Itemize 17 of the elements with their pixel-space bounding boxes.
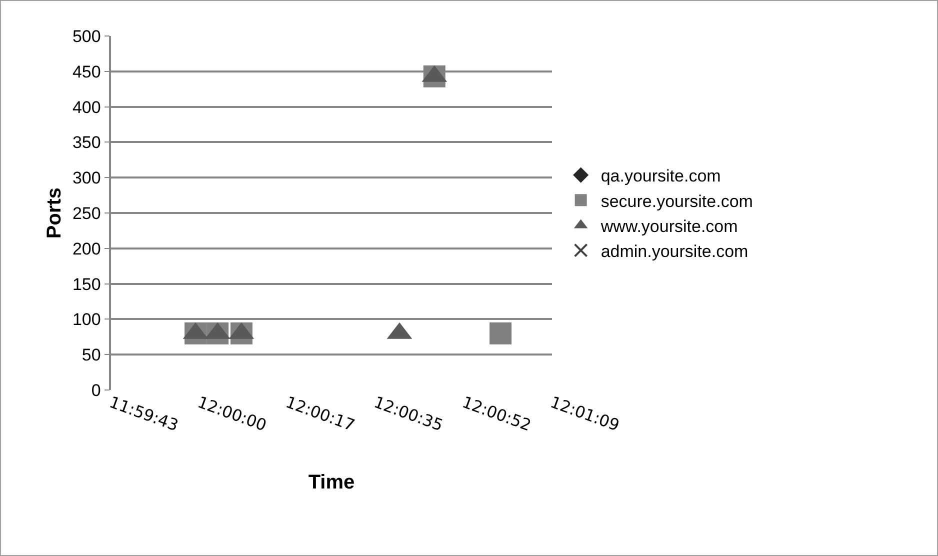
y-tick-label: 0	[91, 380, 101, 400]
y-tick-label: 50	[82, 346, 101, 365]
y-axis-title: Ports	[44, 187, 66, 239]
y-tick-label: 200	[72, 239, 101, 258]
y-tick-label: 450	[72, 62, 101, 82]
legend-label: secure.yoursite.com	[600, 192, 753, 211]
y-tick-label: 500	[72, 26, 101, 46]
legend-label: www.yoursite.com	[600, 216, 738, 236]
y-tick-label: 250	[72, 204, 101, 223]
x-axis-title: Time	[308, 471, 355, 494]
y-tick-label: 150	[72, 274, 101, 294]
y-tick-label: 100	[72, 310, 101, 330]
y-tick-label: 300	[72, 168, 101, 188]
y-tick-label: 400	[72, 98, 101, 117]
y-tick-label: 350	[72, 133, 101, 152]
legend-label: qa.yoursite.com	[600, 166, 721, 186]
legend-label: admin.yoursite.com	[600, 242, 748, 261]
